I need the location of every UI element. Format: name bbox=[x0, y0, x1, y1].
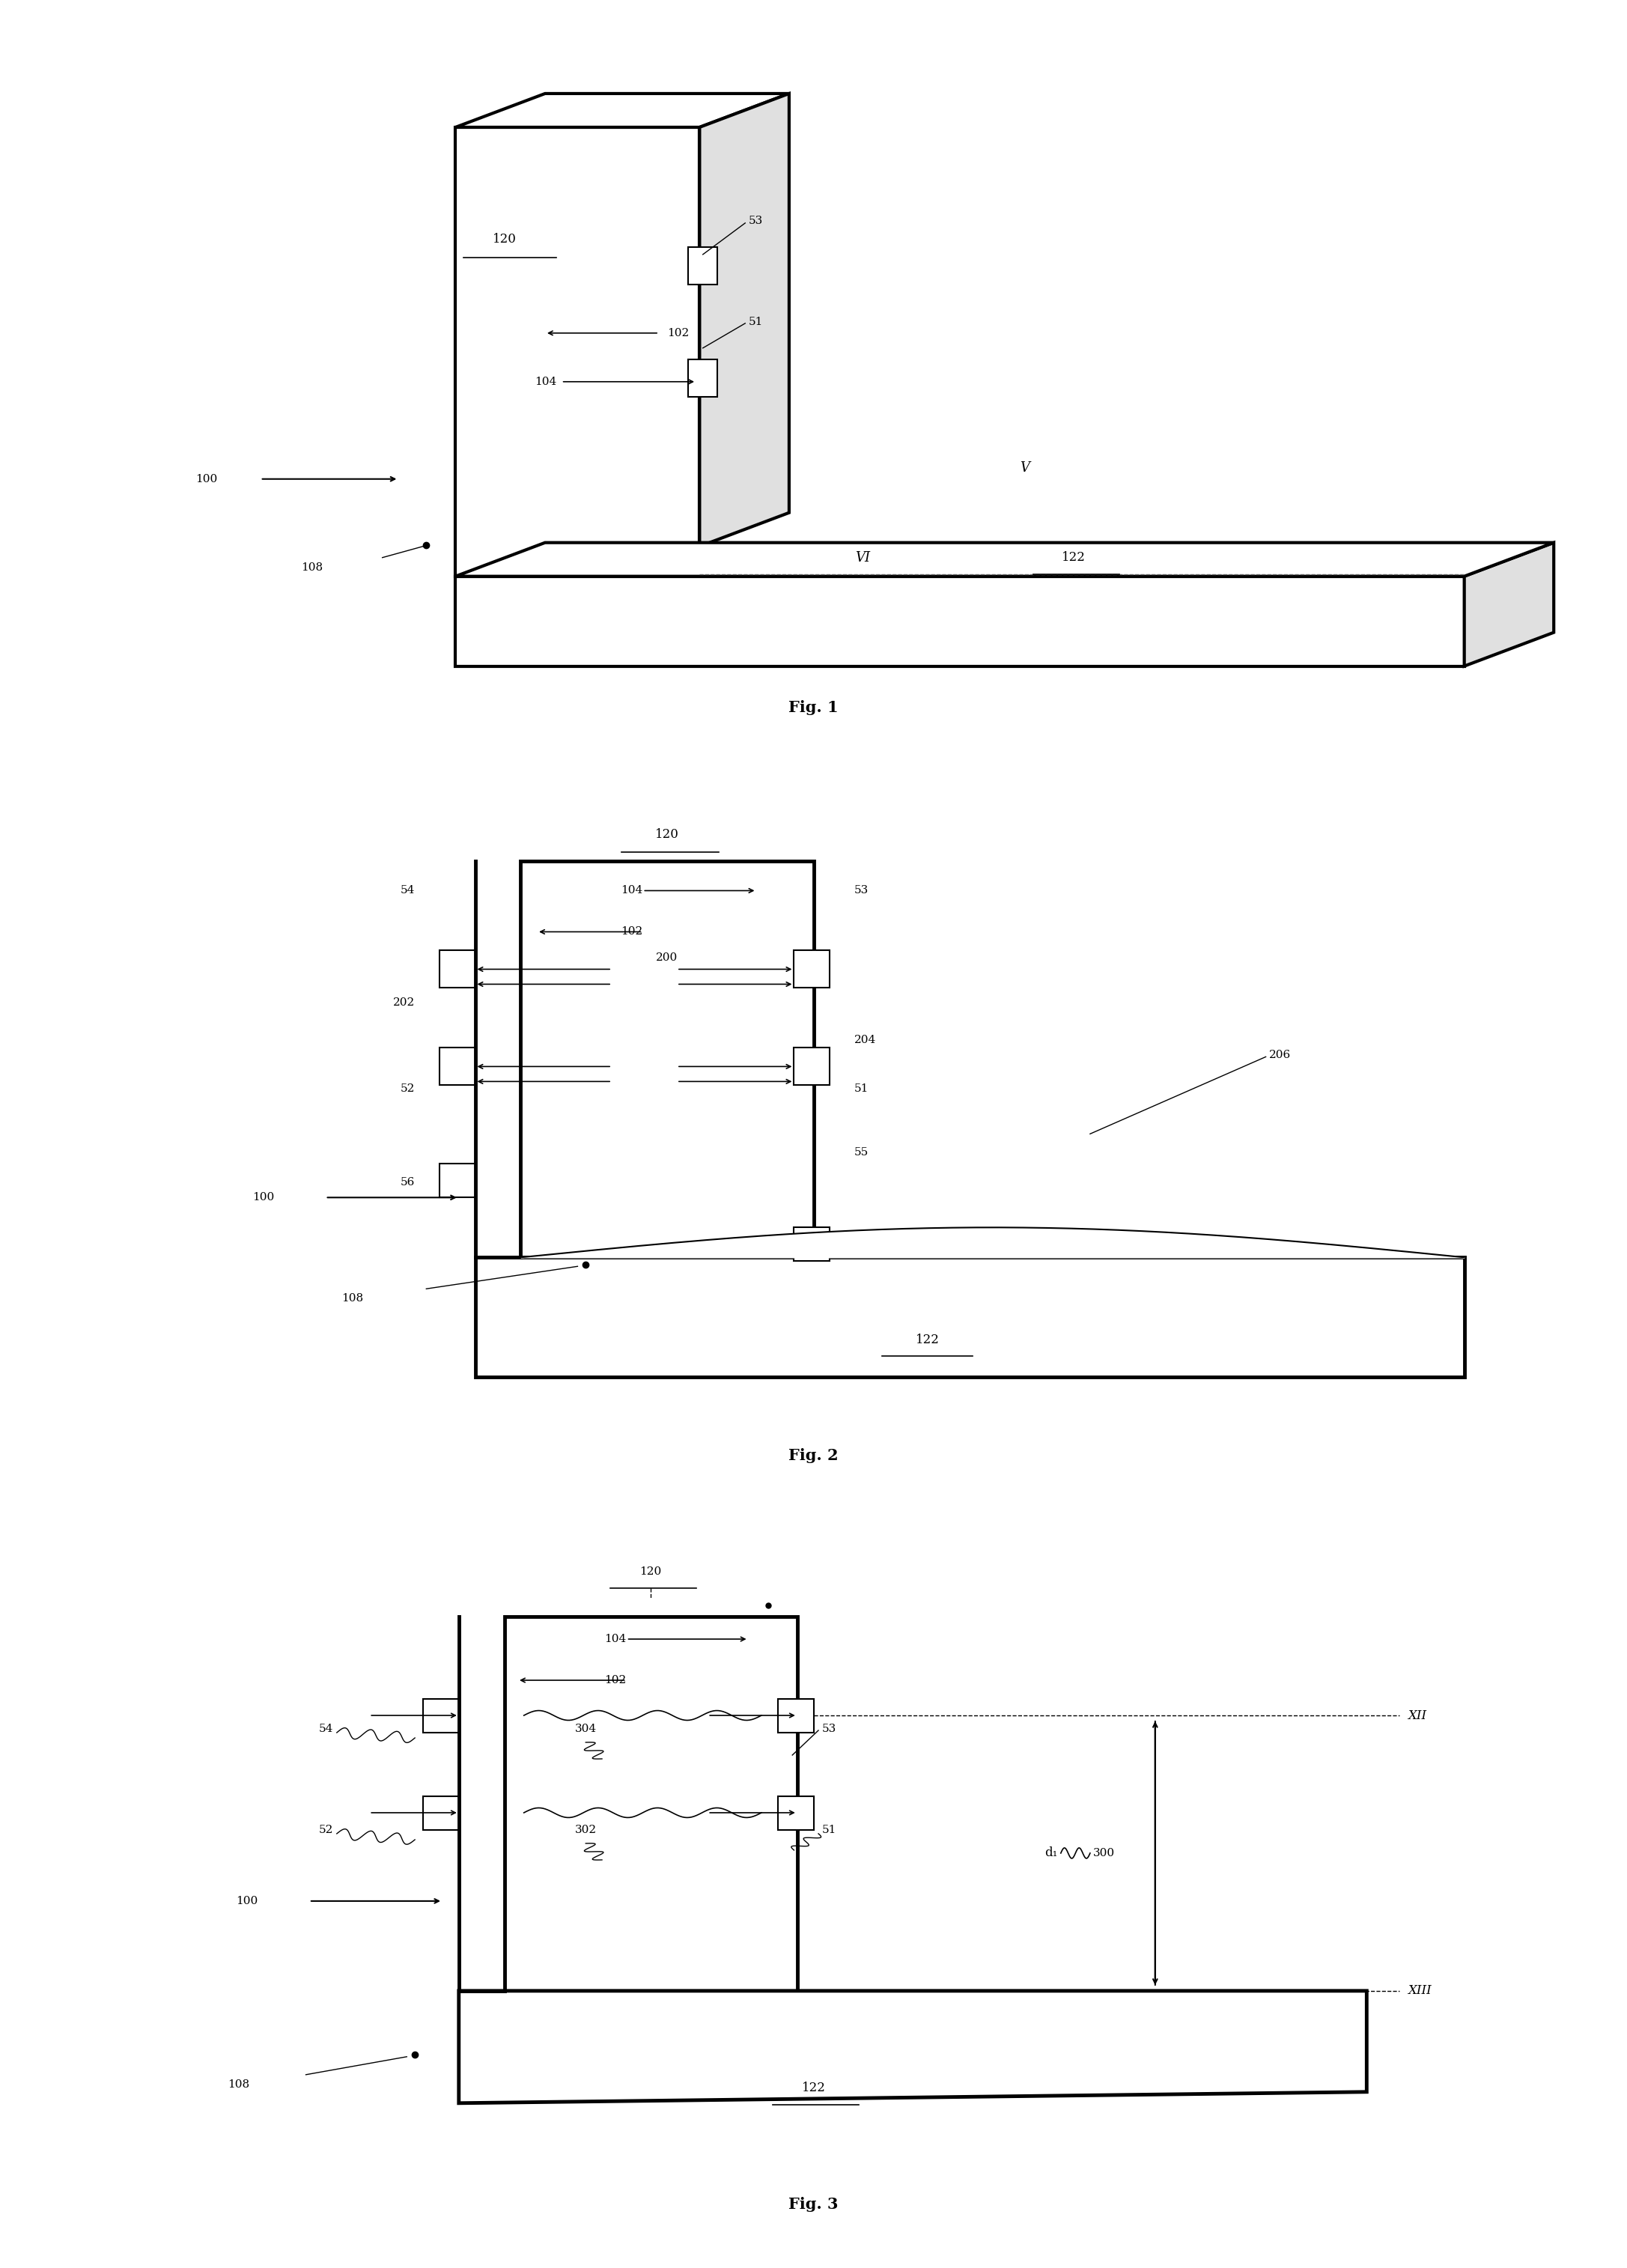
Text: 52: 52 bbox=[319, 1826, 334, 1835]
Bar bbox=[504, 1617, 797, 1991]
Text: 100: 100 bbox=[236, 1896, 257, 1907]
Bar bbox=[794, 950, 830, 989]
Text: 300: 300 bbox=[1093, 1848, 1114, 1857]
Text: 302: 302 bbox=[574, 1826, 597, 1835]
Bar bbox=[439, 950, 475, 989]
Text: 104: 104 bbox=[622, 885, 643, 896]
Text: 204: 204 bbox=[854, 1034, 875, 1046]
Polygon shape bbox=[456, 93, 789, 127]
Text: 202: 202 bbox=[394, 998, 415, 1009]
Text: VI: VI bbox=[854, 551, 870, 565]
Bar bbox=[794, 1048, 830, 1084]
Text: Fig. 1: Fig. 1 bbox=[789, 701, 838, 714]
Text: XII: XII bbox=[1407, 1710, 1427, 1721]
Text: d₁: d₁ bbox=[1045, 1846, 1058, 1860]
Polygon shape bbox=[700, 93, 789, 547]
Bar bbox=[688, 358, 718, 397]
Text: 100: 100 bbox=[252, 1193, 273, 1202]
Text: 54: 54 bbox=[400, 885, 415, 896]
Text: 102: 102 bbox=[667, 329, 688, 338]
Text: 53: 53 bbox=[748, 215, 763, 227]
Text: 51: 51 bbox=[822, 1826, 836, 1835]
Text: 51: 51 bbox=[748, 318, 763, 327]
Text: 206: 206 bbox=[1269, 1050, 1290, 1061]
Text: 122: 122 bbox=[916, 1334, 939, 1347]
Bar bbox=[456, 127, 700, 576]
Bar bbox=[794, 1227, 830, 1261]
Polygon shape bbox=[1464, 542, 1554, 667]
Text: 122: 122 bbox=[1062, 551, 1085, 565]
Polygon shape bbox=[459, 1991, 1367, 2102]
Text: 108: 108 bbox=[342, 1293, 363, 1304]
Text: Fig. 2: Fig. 2 bbox=[789, 1449, 838, 1463]
Text: 53: 53 bbox=[854, 885, 869, 896]
Polygon shape bbox=[456, 542, 1554, 576]
Bar bbox=[456, 576, 1464, 667]
Text: 108: 108 bbox=[301, 562, 322, 572]
Bar bbox=[778, 1699, 814, 1733]
Text: 120: 120 bbox=[493, 234, 516, 245]
Bar bbox=[423, 1796, 459, 1830]
Text: 104: 104 bbox=[535, 376, 556, 388]
Text: 52: 52 bbox=[400, 1084, 415, 1093]
Text: 200: 200 bbox=[656, 953, 678, 964]
Text: 53: 53 bbox=[822, 1724, 836, 1735]
Text: XIII: XIII bbox=[1407, 1984, 1432, 1998]
Text: 120: 120 bbox=[656, 828, 678, 841]
Text: 102: 102 bbox=[605, 1676, 626, 1685]
Text: 104: 104 bbox=[605, 1633, 626, 1644]
Text: Fig. 3: Fig. 3 bbox=[789, 2198, 838, 2211]
Text: 102: 102 bbox=[622, 928, 643, 937]
Bar bbox=[688, 247, 718, 284]
Text: 55: 55 bbox=[854, 1148, 869, 1159]
Text: 51: 51 bbox=[854, 1084, 869, 1093]
Bar bbox=[475, 1256, 1464, 1377]
Bar bbox=[439, 1163, 475, 1198]
Text: 54: 54 bbox=[319, 1724, 334, 1735]
Text: 122: 122 bbox=[802, 2082, 825, 2096]
Text: 100: 100 bbox=[195, 474, 216, 485]
Bar bbox=[521, 860, 814, 1256]
Bar bbox=[423, 1699, 459, 1733]
Text: V: V bbox=[1020, 460, 1030, 474]
Text: 56: 56 bbox=[400, 1177, 415, 1188]
Bar bbox=[778, 1796, 814, 1830]
Text: 120: 120 bbox=[639, 1567, 662, 1576]
Bar bbox=[439, 1048, 475, 1084]
Text: 304: 304 bbox=[574, 1724, 597, 1735]
Text: 108: 108 bbox=[228, 2080, 249, 2089]
